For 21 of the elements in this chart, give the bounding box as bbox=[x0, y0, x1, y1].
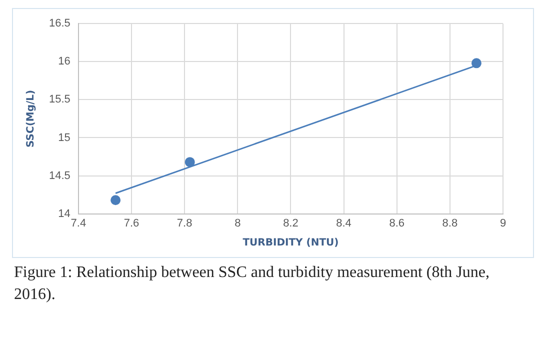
x-tick-label: 9 bbox=[500, 217, 506, 230]
x-axis-title: TURBIDITY (NTU) bbox=[242, 238, 339, 249]
y-tick-label: 16 bbox=[58, 56, 70, 68]
x-tick-label: 8.2 bbox=[283, 217, 298, 230]
x-tick-label: 8 bbox=[234, 217, 241, 230]
y-tick-label: 14.5 bbox=[48, 170, 70, 182]
x-tick-label: 7.8 bbox=[176, 217, 192, 230]
x-tick-label: 8.6 bbox=[389, 217, 404, 230]
x-tick-label: 8.8 bbox=[442, 217, 458, 230]
point bbox=[471, 58, 482, 68]
x-tick-label: 7.4 bbox=[70, 217, 86, 230]
y-tick-label: 14 bbox=[58, 208, 70, 220]
point bbox=[184, 157, 195, 168]
y-tick-label: 16.5 bbox=[48, 18, 70, 30]
x-tick-label: 7.6 bbox=[124, 217, 140, 230]
y-tick-label: 15.5 bbox=[48, 94, 70, 106]
y-axis-title: SSC(Mg/L) bbox=[26, 90, 37, 148]
x-tick-label: 8.4 bbox=[336, 217, 352, 230]
y-tick-label: 15 bbox=[58, 132, 70, 144]
point bbox=[110, 195, 121, 206]
caption: Figure 1: Relationship between SSC and turbidity measurement (8th June, 2016). bbox=[14, 263, 490, 305]
